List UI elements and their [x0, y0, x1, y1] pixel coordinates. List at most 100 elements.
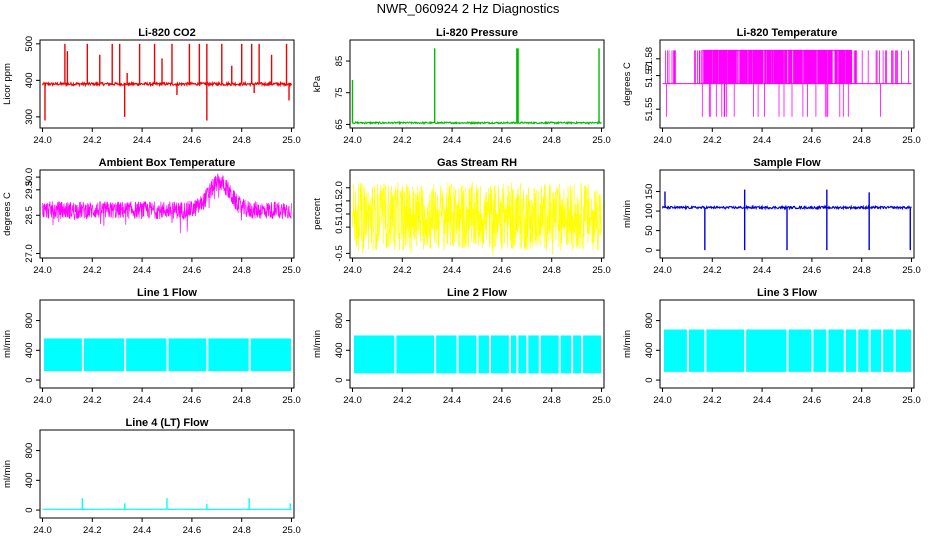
chart-title: Li-820 Temperature: [737, 27, 838, 39]
data-block: [746, 329, 787, 372]
x-tick-label: 24.8: [232, 135, 251, 146]
data-trace: [352, 182, 602, 257]
x-tick-label: 24.6: [803, 395, 822, 406]
plot-frame: [39, 39, 295, 129]
chart-panel-9: Line 3 Flow 24.0 24.2 24.4 24.6 24.8 25.0 0 400 8…: [622, 287, 921, 406]
data-block: [663, 329, 687, 372]
y-axis-label: kPa: [312, 75, 323, 92]
plot-frame: [39, 299, 295, 389]
plot-frame: [659, 169, 915, 259]
x-tick-label: 24.2: [393, 135, 412, 146]
x-tick-label: 24.2: [703, 395, 722, 406]
x-tick-label: 25.0: [902, 265, 921, 276]
x-tick-label: 25.0: [592, 135, 611, 146]
data-block: [528, 335, 539, 374]
y-tick-label: 0: [334, 377, 345, 382]
y-axis-label: ml/min: [312, 330, 323, 358]
chart-title: Sample Flow: [753, 157, 821, 169]
y-tick-label: 2.0: [334, 181, 345, 194]
y-tick-label: 29.5: [24, 181, 35, 200]
chart-panel-4: Ambient Box Temperature 24.0 24.2 24.4 24.6 2…: [2, 157, 301, 276]
chart-title: Line 4 (LT) Flow: [126, 417, 209, 429]
data-block: [208, 338, 249, 372]
y-tick-label: 0: [644, 377, 655, 382]
chart-title: Gas Stream RH: [437, 157, 517, 169]
y-axis-label: degrees C: [2, 192, 13, 236]
y-axis-label: ml/min: [622, 200, 633, 228]
x-tick-label: 24.8: [852, 135, 871, 146]
x-tick-label: 24.4: [133, 525, 152, 536]
y-tick-label: 800: [644, 313, 655, 329]
y-tick-label: 28.5: [24, 206, 35, 225]
y-tick-label: 65: [334, 119, 345, 130]
chart-series: [353, 335, 602, 374]
data-block: [845, 329, 857, 372]
x-tick-label: 24.4: [753, 265, 772, 276]
data-block: [828, 329, 844, 372]
y-tick-label: 800: [24, 443, 35, 459]
plot-frame: [349, 299, 605, 389]
chart-series: [352, 182, 602, 257]
y-axis-label: degrees C: [622, 62, 633, 106]
y-tick-label: 800: [334, 313, 345, 329]
chart-panel-6: Sample Flow 24.0 24.2 24.4 24.6 24.8 25.0 0 50 10…: [622, 157, 921, 276]
x-tick-label: 24.8: [852, 395, 871, 406]
data-block: [478, 335, 489, 374]
plot-frame: [659, 39, 915, 129]
y-tick-label: 51.57: [644, 64, 655, 88]
data-block: [168, 338, 207, 372]
y-axis-label: Licor ppm: [2, 63, 13, 105]
x-tick-label: 24.0: [33, 265, 52, 276]
x-tick-label: 24.4: [753, 395, 772, 406]
data-block: [813, 329, 827, 372]
x-tick-label: 24.0: [653, 135, 672, 146]
x-tick-label: 25.0: [592, 395, 611, 406]
data-trace: [41, 80, 293, 88]
data-block: [490, 335, 509, 374]
x-tick-label: 24.6: [493, 265, 512, 276]
chart-title: Li-820 CO2: [138, 27, 195, 39]
chart-title: Li-820 Pressure: [436, 27, 518, 39]
y-tick-label: 51.55: [644, 97, 655, 121]
chart-panel-2: Li-820 Pressure 24.0 24.2 24.4 24.6 24.8 25.0 6…: [312, 27, 611, 146]
x-tick-label: 25.0: [282, 525, 301, 536]
chart-series: [661, 189, 912, 251]
data-block: [573, 335, 582, 374]
data-block: [510, 335, 517, 374]
y-tick-label: 400: [24, 72, 35, 88]
chart-panel-8: Line 2 Flow 24.0 24.2 24.4 24.6 24.8 25.0 0 400 8…: [312, 287, 611, 406]
chart-series: [663, 329, 912, 372]
x-tick-label: 24.6: [493, 135, 512, 146]
x-tick-label: 24.4: [443, 135, 462, 146]
data-block: [560, 335, 572, 374]
data-trace: [352, 120, 602, 126]
chart-series: [42, 498, 292, 511]
plot-frame: [39, 429, 295, 519]
data-block: [43, 338, 82, 372]
chart-panel-1: Li-820 CO2 24.0 24.2 24.4 24.6 24.8 25.0 300 400…: [2, 27, 301, 146]
data-block: [688, 329, 705, 372]
x-tick-label: 24.6: [183, 395, 202, 406]
data-block: [858, 329, 869, 372]
x-tick-label: 24.0: [343, 265, 362, 276]
data-block: [870, 329, 882, 372]
chart-title: Line 1 Flow: [137, 287, 197, 299]
x-tick-label: 24.0: [653, 265, 672, 276]
page-title: NWR_060924 2 Hz Diagnostics: [376, 1, 560, 16]
chart-title: Ambient Box Temperature: [99, 157, 236, 169]
data-block: [540, 335, 559, 374]
chart-panel-10: Line 4 (LT) Flow 24.0 24.2 24.4 24.6 24.8 25.0…: [2, 417, 301, 536]
data-block: [583, 335, 602, 374]
data-block: [518, 335, 527, 374]
x-tick-label: 24.4: [133, 135, 152, 146]
chart-panel-7: Line 1 Flow 24.0 24.2 24.4 24.6 24.8 25.0 0 400 8…: [2, 287, 301, 406]
chart-panel-3: Li-820 Temperature 24.0 24.2 24.4 24.6 24.8 25…: [622, 27, 921, 146]
data-block: [396, 335, 435, 374]
data-block: [126, 338, 167, 372]
y-tick-label: 0: [24, 507, 35, 512]
y-axis-label: ml/min: [622, 330, 633, 358]
y-axis-label: ml/min: [2, 460, 13, 488]
x-tick-label: 25.0: [282, 395, 301, 406]
chart-title: Line 3 Flow: [757, 287, 817, 299]
